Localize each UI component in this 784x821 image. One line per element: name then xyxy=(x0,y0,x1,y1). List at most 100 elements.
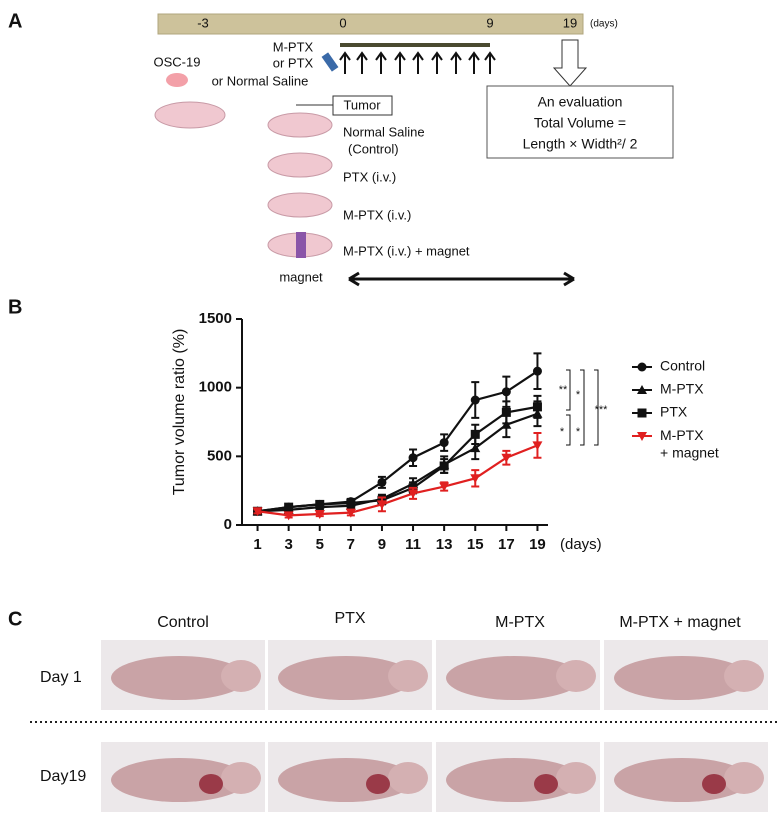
timeline-tick: 0 xyxy=(339,15,346,30)
data-point xyxy=(376,500,387,510)
data-point xyxy=(283,511,294,521)
evaluation-text: Total Volume = xyxy=(534,115,626,131)
x-tick-label: 17 xyxy=(498,536,515,553)
timeline-bar xyxy=(157,13,584,35)
significance: * xyxy=(576,426,581,438)
legend-label: M-PTX xyxy=(660,381,704,397)
column-title: M-PTX + magnet xyxy=(619,614,741,631)
series-line xyxy=(257,405,538,513)
legend-label: M-PTX + magnet xyxy=(660,427,719,461)
legend-marker xyxy=(637,385,647,394)
mouse-head xyxy=(724,762,764,794)
cells-icon xyxy=(166,73,188,87)
cell-line: OSC-19 xyxy=(154,54,201,69)
legend-label: PTX xyxy=(660,404,688,420)
x-tick-label: 19 xyxy=(529,536,546,553)
mouse-head xyxy=(556,762,596,794)
y-tick-label: 500 xyxy=(207,447,232,464)
duration-arrow xyxy=(348,271,575,287)
data-point xyxy=(532,441,543,451)
y-axis-label: Tumor volume ratio (%) xyxy=(171,329,188,496)
data-point xyxy=(439,482,450,492)
mouse-head xyxy=(724,660,764,692)
data-point xyxy=(408,489,419,499)
x-tick-label: 1 xyxy=(253,536,261,553)
magnet-label: magnet xyxy=(279,269,323,284)
mouse-photo xyxy=(446,656,582,700)
mouse-head xyxy=(388,762,428,794)
significance: * xyxy=(576,389,581,401)
evaluation-text: An evaluation xyxy=(538,94,623,110)
injection-arrow xyxy=(484,51,496,74)
data-point xyxy=(532,402,542,412)
tumor-label: Tumor xyxy=(343,97,381,112)
group-label: (Control) xyxy=(348,141,399,156)
tumor-photo xyxy=(534,774,558,794)
mouse-head xyxy=(221,660,261,692)
data-point xyxy=(501,453,512,463)
group-label: Normal Saline xyxy=(343,124,425,139)
legend-label: Control xyxy=(660,358,705,374)
group-label: M-PTX (i.v.) xyxy=(343,207,411,222)
injection-arrow xyxy=(339,51,351,74)
x-tick-label: 7 xyxy=(347,536,355,553)
mouse-photo xyxy=(614,656,750,700)
series-line xyxy=(257,444,538,517)
tumor-photo xyxy=(702,774,726,794)
panel-label: B xyxy=(8,296,22,318)
injection-arrow xyxy=(468,51,480,74)
significance-brackets xyxy=(566,369,599,446)
evaluation-text: Length × Width²/ 2 xyxy=(523,136,638,152)
x-tick-label: 9 xyxy=(378,536,386,553)
data-point xyxy=(532,366,542,376)
x-tick-label: 11 xyxy=(405,536,421,553)
mouse-icon xyxy=(267,152,333,178)
data-point xyxy=(439,438,449,448)
data-point xyxy=(345,508,356,518)
group-label: PTX (i.v.) xyxy=(343,169,396,184)
panel-label: C xyxy=(8,608,22,630)
magnet-icon xyxy=(296,232,306,258)
row-label: Day19 xyxy=(40,768,86,785)
data-point xyxy=(439,461,449,471)
mouse-icon xyxy=(267,112,333,138)
timeline-unit: (days) xyxy=(590,19,618,30)
injection-arrow xyxy=(450,51,462,74)
panel-label: A xyxy=(8,10,22,32)
y-tick-label: 1500 xyxy=(199,310,232,327)
timeline-tick: 9 xyxy=(486,15,493,30)
timeline-tick: 19 xyxy=(563,15,577,30)
mouse-photo xyxy=(111,656,247,700)
significance: *** xyxy=(595,404,609,416)
injection-arrow xyxy=(356,51,368,74)
data-point xyxy=(315,499,325,509)
data-point xyxy=(470,474,481,484)
mouse-icon xyxy=(267,192,333,218)
mouse-icon xyxy=(154,101,226,129)
injection-arrows xyxy=(339,51,496,74)
y-tick-label: 1000 xyxy=(199,379,232,396)
mouse-head xyxy=(221,762,261,794)
series-line xyxy=(257,412,538,513)
group-label: M-PTX (i.v.) + magnet xyxy=(343,243,470,258)
significance: ** xyxy=(559,384,568,396)
injection-text: or Normal Saline xyxy=(212,73,309,88)
data-point xyxy=(408,453,418,463)
photos xyxy=(101,640,768,812)
x-tick-label: 3 xyxy=(284,536,292,553)
timeline-tick: -3 xyxy=(197,15,209,30)
syringe-icon xyxy=(321,52,339,72)
mouse-photo xyxy=(278,656,414,700)
x-tick-label: 13 xyxy=(436,536,453,553)
data-point xyxy=(346,498,356,508)
column-title: PTX xyxy=(334,610,365,627)
mouse-head xyxy=(388,660,428,692)
evaluation-box xyxy=(486,85,674,159)
injection-arrow xyxy=(375,51,387,74)
treatment-bar xyxy=(340,43,490,47)
x-axis-label: (days) xyxy=(560,536,602,553)
tumor-photo xyxy=(366,774,390,794)
data-point xyxy=(284,502,294,512)
